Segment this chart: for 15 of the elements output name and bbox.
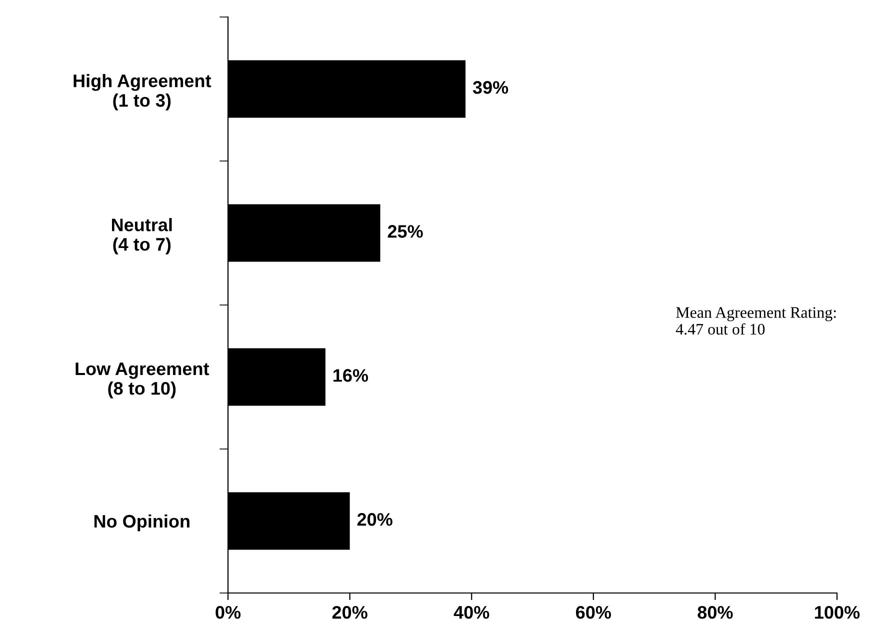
y-tick-label: No Opinion [94, 514, 190, 532]
x-tick-label: 20% [332, 606, 368, 619]
data-label: 20% [357, 513, 392, 526]
data-label: 25% [388, 225, 423, 238]
data-label: 16% [334, 369, 368, 382]
x-tick-label: 60% [576, 606, 611, 619]
y-tick-label: Neutral (4 to 7) [112, 218, 172, 254]
data-label: 39% [472, 81, 508, 94]
x-tick-label: 40% [454, 606, 490, 619]
x-tick-label: 100% [815, 606, 860, 619]
y-tick-label: Low Agreement (8 to 10) [76, 362, 210, 398]
x-tick-label: 0% [216, 606, 241, 619]
x-tick-label: 80% [698, 606, 733, 619]
annotation: Mean Agreement Rating: 4.47 out of 10 [676, 307, 836, 335]
y-tick-label: High Agreement (1 to 3) [74, 74, 212, 110]
